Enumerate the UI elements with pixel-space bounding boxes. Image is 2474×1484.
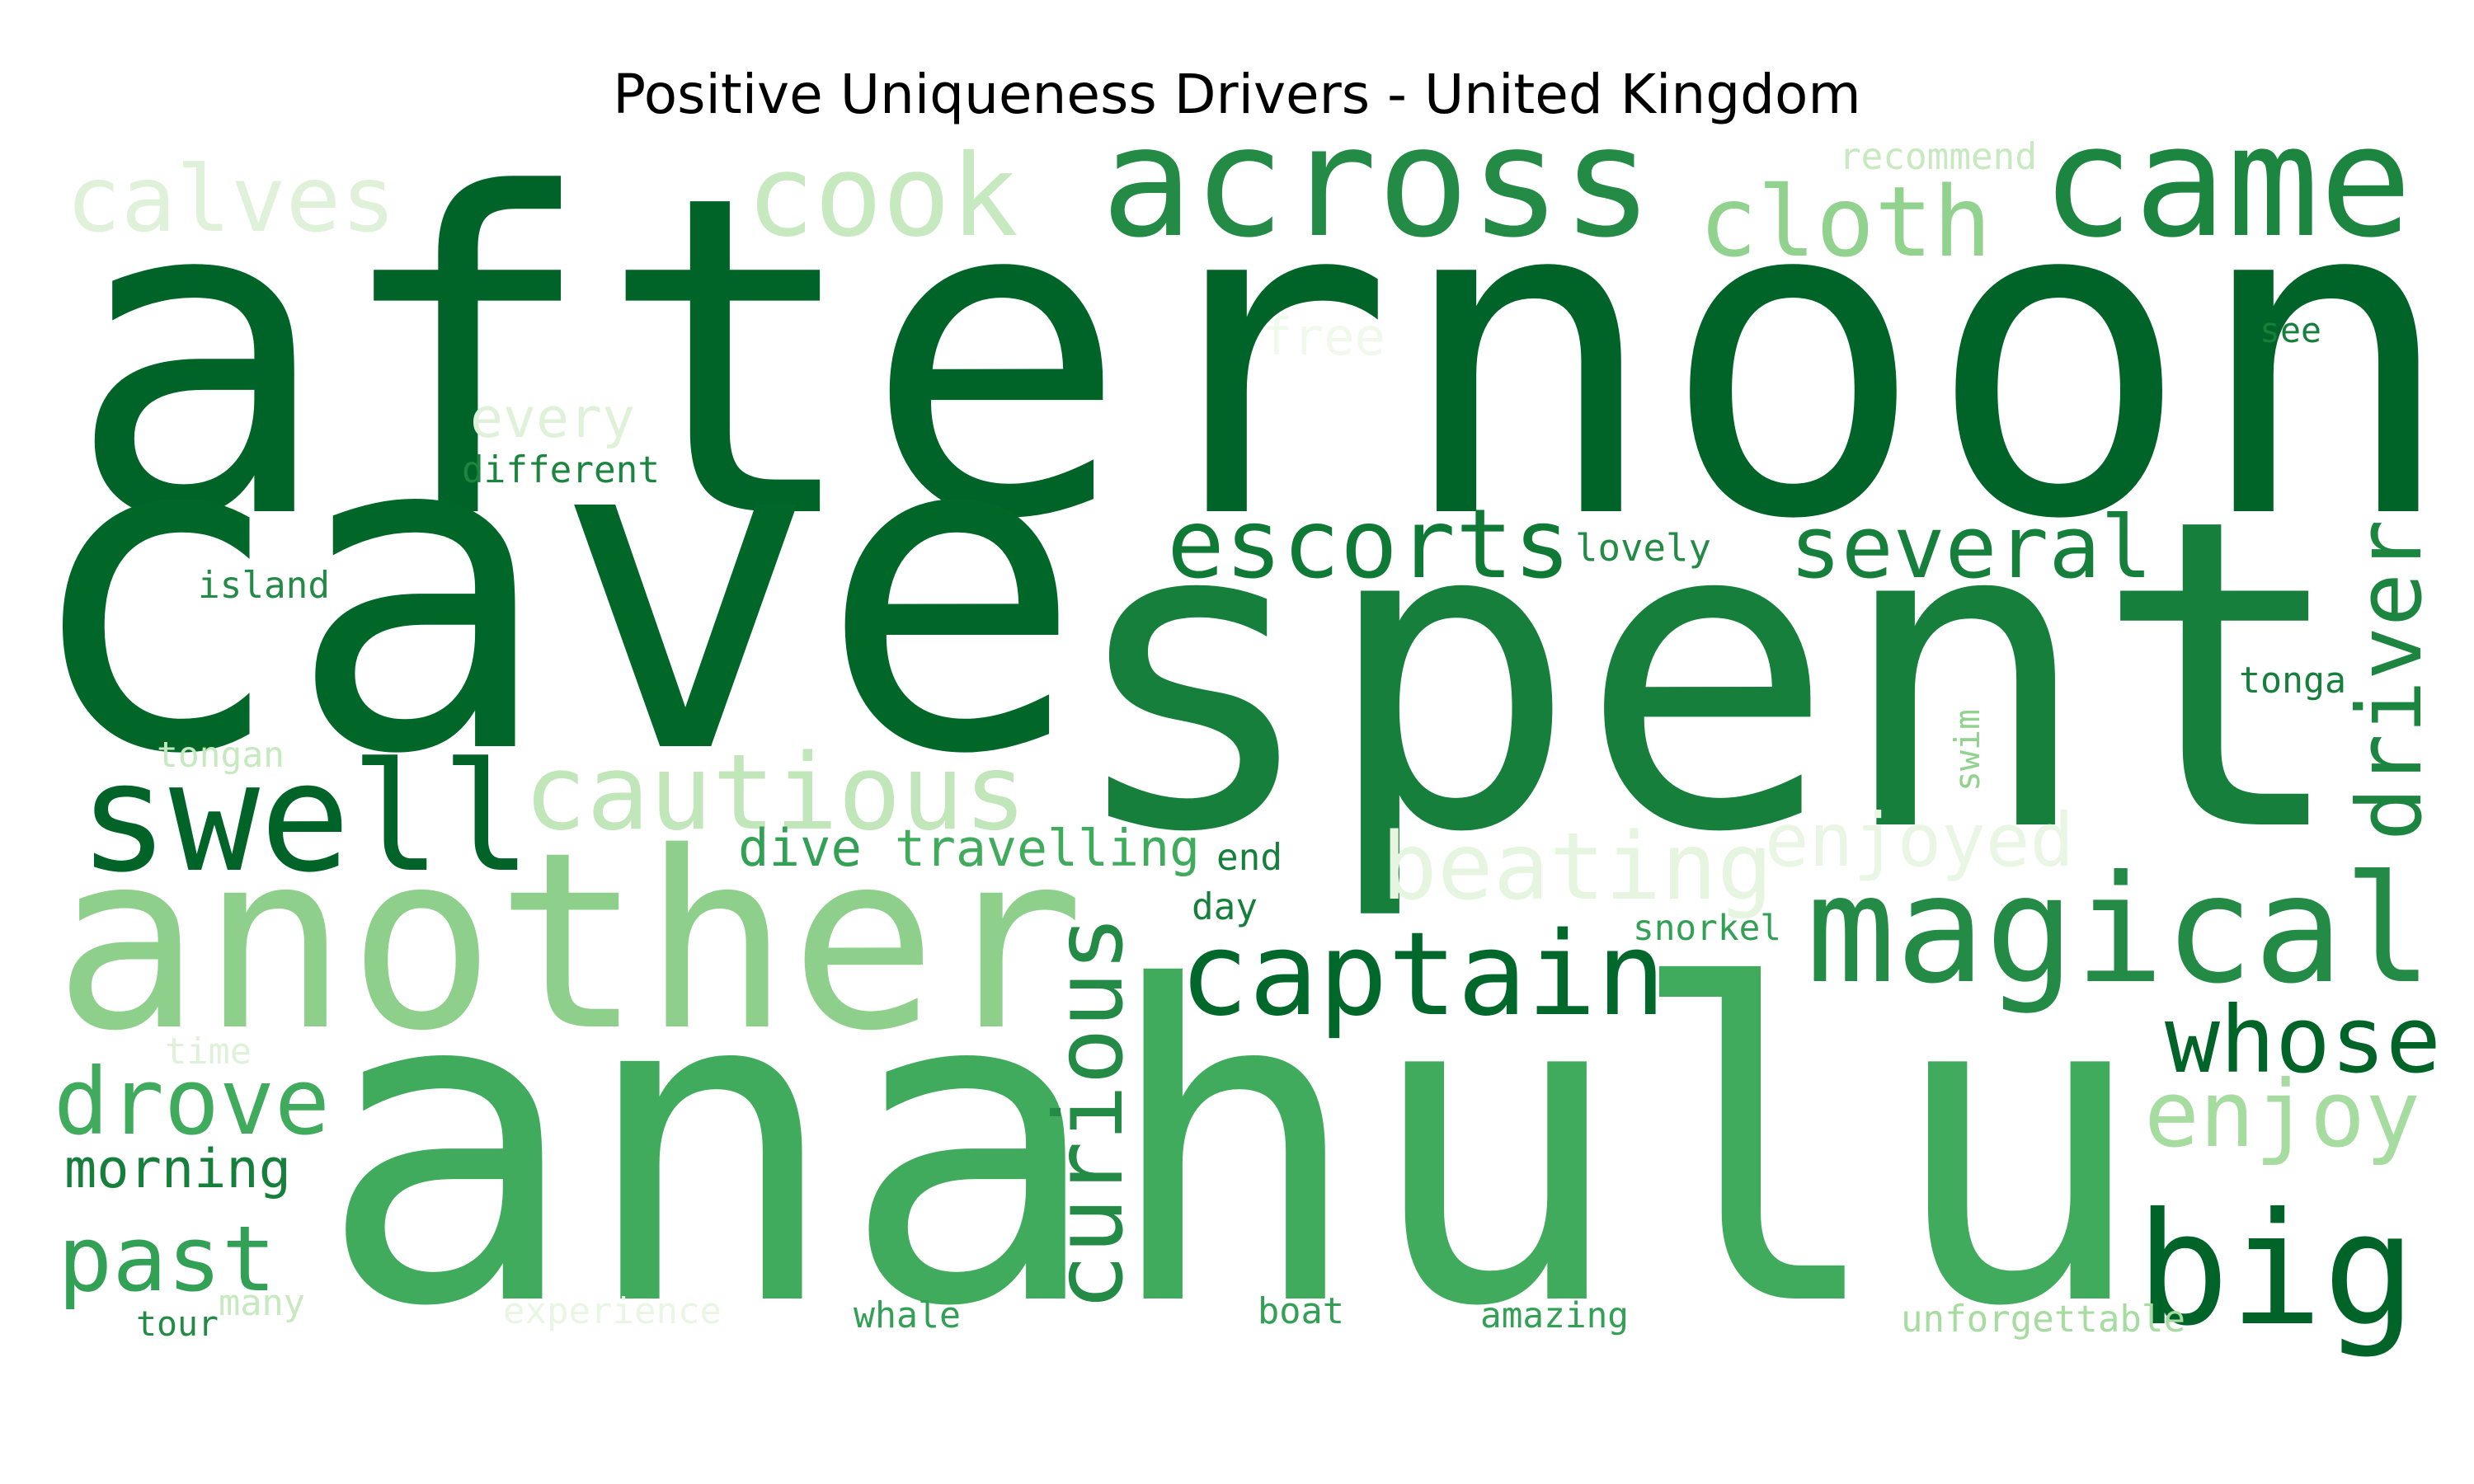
word-whale: whale <box>854 1295 961 1336</box>
word-every: every <box>470 386 635 450</box>
word-across: across <box>1101 93 1653 271</box>
word-unforgettable: unforgettable <box>1901 1298 2185 1341</box>
word-escorts: escorts <box>1167 489 1571 600</box>
word-another: another <box>54 800 1084 1084</box>
word-day: day <box>1192 886 1258 928</box>
word-afternoon: afternoon <box>66 102 2458 616</box>
word-cloth: cloth <box>1699 166 1992 279</box>
word-different: different <box>462 449 660 491</box>
word-calves: calves <box>66 147 396 253</box>
word-came: came <box>2041 93 2412 272</box>
word-drove: drove <box>54 1050 330 1156</box>
word-enjoy: enjoy <box>2144 1062 2420 1168</box>
word-swim: swim <box>1947 709 1987 791</box>
word-end: end <box>1216 837 1282 879</box>
word-lovely: lovely <box>1575 526 1711 570</box>
word-magical: magical <box>1806 843 2433 1017</box>
word-enjoyed: enjoyed <box>1765 797 2074 883</box>
chart-title: Positive Uniqueness Drivers - United Kin… <box>613 63 1861 126</box>
word-snorkel: snorkel <box>1633 908 1781 949</box>
word-travelling: travelling <box>895 819 1200 878</box>
word-big: big <box>2136 1180 2416 1360</box>
word-cautious: cautious <box>524 731 1027 853</box>
word-boat: boat <box>1258 1291 1344 1332</box>
word-island: island <box>198 565 330 607</box>
word-past: past <box>58 1206 276 1312</box>
word-several: several <box>1790 497 2152 598</box>
word-cook: cook <box>746 131 1018 262</box>
word-tongan: tongan <box>157 735 285 776</box>
word-experience: experience <box>503 1290 722 1332</box>
word-tonga: tonga <box>2239 660 2346 702</box>
word-beating: beating <box>1381 812 1773 921</box>
word-tour: tour <box>136 1303 219 1344</box>
word-swell: swell <box>78 730 532 906</box>
word-amazing: amazing <box>1480 1295 1629 1336</box>
word-see: see <box>2260 310 2321 350</box>
word-driver: driver <box>2339 519 2442 841</box>
word-dive: dive <box>738 818 862 878</box>
word-anahulu: anahulu <box>317 896 2148 1402</box>
word-time: time <box>165 1031 252 1073</box>
word-many: many <box>219 1283 305 1324</box>
word-captain: captain <box>1179 908 1666 1042</box>
word-morning: morning <box>64 1138 291 1200</box>
word-spent: spent <box>1064 429 2350 926</box>
word-cave: cave <box>21 337 1084 851</box>
word-recommend: recommend <box>1839 136 2037 178</box>
word-whose: whose <box>2165 988 2441 1094</box>
word-curious: curious <box>1034 915 1144 1311</box>
word-free: free <box>1262 307 1385 367</box>
